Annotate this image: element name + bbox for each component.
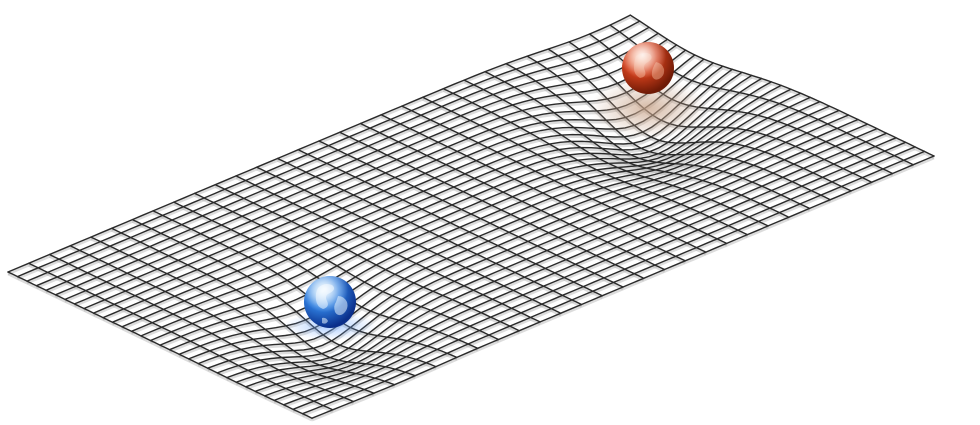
grid-shadow-line <box>214 185 520 334</box>
gravity-well-blue <box>284 276 376 340</box>
grid-shadow-line <box>254 129 878 395</box>
grid-shadow-line <box>276 159 583 308</box>
latitude-grid-line-23 <box>484 71 790 218</box>
grid-shadow-line <box>149 82 772 344</box>
grid-shadow-line <box>442 89 748 238</box>
latitude-grid-line-22 <box>463 79 769 227</box>
latitude-grid-line-10 <box>214 184 520 332</box>
latitude-grid-line-11 <box>235 175 541 323</box>
grid-shadow-line <box>256 168 562 317</box>
grid-shadow-line <box>339 133 645 282</box>
grid-shadow-line <box>102 67 724 321</box>
grid-shadow-line <box>226 115 850 381</box>
latitude-grid-line-12 <box>256 166 562 314</box>
red-planet-sphere <box>622 42 674 94</box>
gravity-well-red <box>590 42 706 138</box>
grid-shadow-line <box>245 124 869 391</box>
latitude-grid-line-15 <box>318 140 624 288</box>
grid-shadow-line <box>7 15 631 276</box>
grid-shadow-line <box>297 150 603 299</box>
latitude-grid-line-18 <box>380 114 686 262</box>
grid-shadow-line <box>131 76 753 335</box>
latitude-grid-line-20 <box>422 96 728 245</box>
grid-shadow-line <box>273 138 897 404</box>
latitude-grid-line-1 <box>28 262 334 411</box>
grid-shadow-line <box>159 86 782 349</box>
latitude-grid-line-4 <box>90 236 396 386</box>
latitude-grid-line-9 <box>193 192 500 341</box>
grid-shadow-line <box>235 176 541 326</box>
grid-shadow-line <box>292 147 916 413</box>
grid-shadow-line <box>111 70 733 326</box>
red-well-glow <box>590 78 706 138</box>
blue-earth-sphere <box>304 276 356 328</box>
latitude-grid-line-14 <box>297 149 603 297</box>
grid-shadow-line <box>359 124 666 273</box>
latitude-grid-line-6 <box>131 218 437 368</box>
latitude-grid-line-24 <box>505 63 811 210</box>
grid-shadow-line <box>188 98 811 363</box>
grid-shadow-line <box>264 134 888 400</box>
grid-shadow-line <box>64 51 687 303</box>
grid-shadow-line <box>235 120 859 386</box>
grid-shadow-line <box>45 40 669 294</box>
grid-shadow-line <box>35 34 659 289</box>
grid-shadow-line <box>140 79 763 340</box>
latitude-grid-line-13 <box>276 157 583 306</box>
grid-shadow-line <box>197 102 821 367</box>
grid-shadow-line <box>169 90 792 353</box>
grid-shadow-line <box>401 106 707 256</box>
latitude-grid-line-21 <box>442 88 749 236</box>
latitude-grid-line-16 <box>339 131 645 279</box>
latitude-grid-line-17 <box>359 122 666 271</box>
grid-shadow-line <box>121 73 743 330</box>
grid-shadow-line <box>380 115 686 264</box>
grid-shadow-line <box>216 111 840 377</box>
grid-shadow-line <box>526 57 831 203</box>
latitude-grid-line-2 <box>48 253 355 403</box>
grid-shadow-line <box>194 194 500 343</box>
grid-shadow-line <box>629 16 935 160</box>
latitude-grid-line-25 <box>526 55 831 201</box>
grid-shadow-line <box>7 272 313 422</box>
grid-shadow-line <box>283 143 907 409</box>
latitude-grid-line-0 <box>7 271 313 419</box>
latitude-grid-line-19 <box>401 105 707 253</box>
grid-shadow-line <box>54 45 678 298</box>
latitude-grid-line-3 <box>69 245 375 394</box>
latitude-grid-line-5 <box>111 227 416 377</box>
grid-shadow-line <box>318 141 624 291</box>
latitude-grid-line-30 <box>629 14 935 157</box>
grid-shadow-line <box>207 106 830 372</box>
grid-shadow-line <box>26 28 650 285</box>
grid-shadow-line <box>16 21 641 280</box>
grid-shadow-line <box>302 152 926 417</box>
grid-shadow-line <box>311 156 935 422</box>
